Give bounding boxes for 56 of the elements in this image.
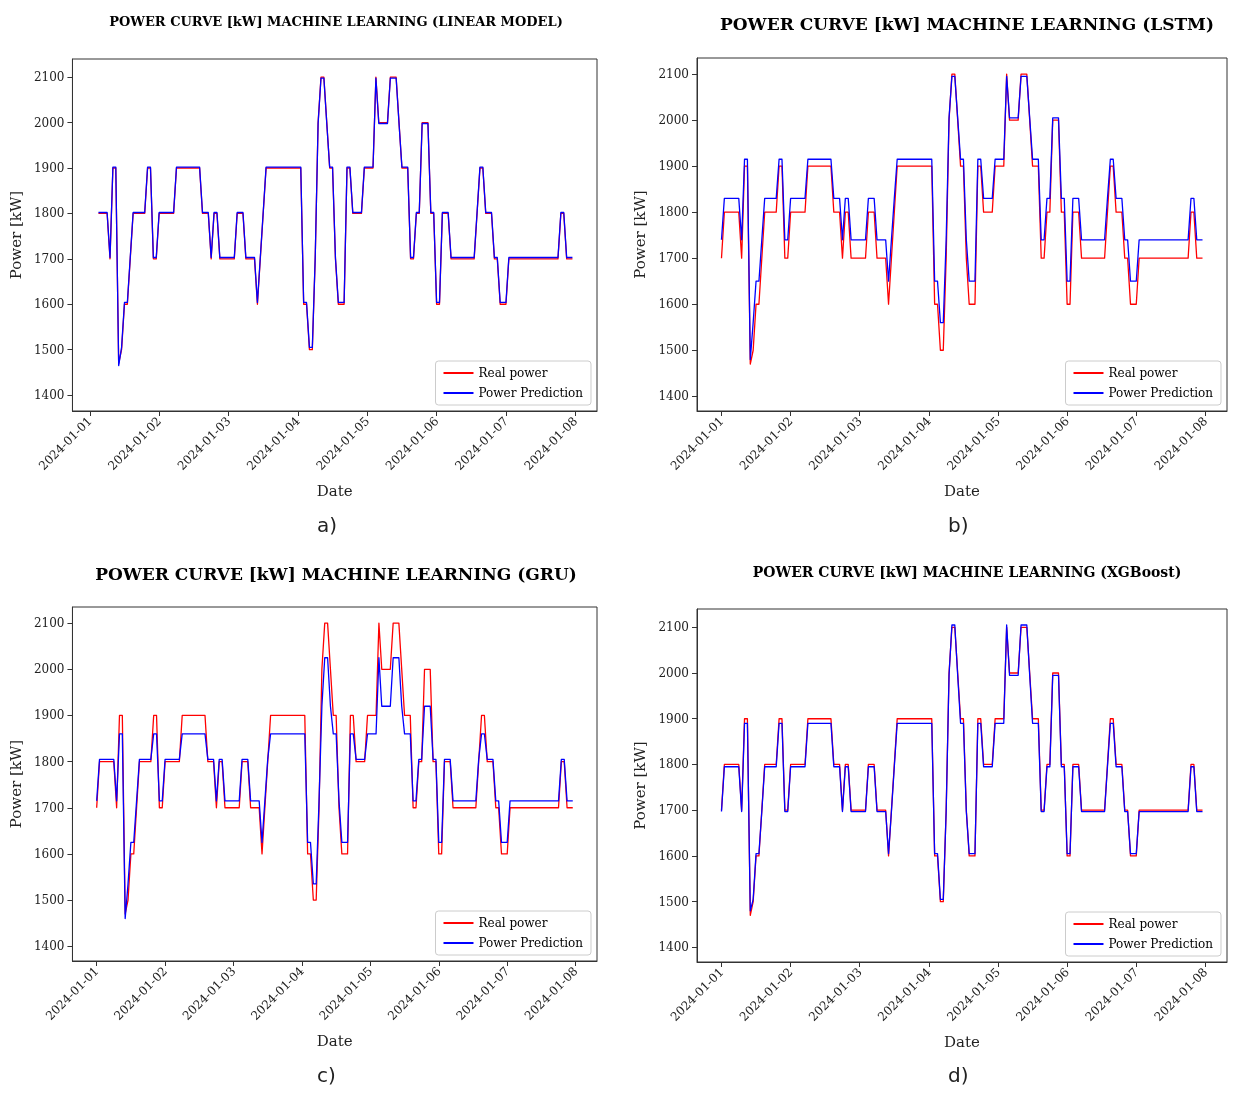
y-tick-label: 1500 [33, 342, 65, 357]
y-tick-label: 1900 [33, 708, 65, 723]
legend-label: Real power [478, 366, 548, 380]
y-tick-label: 1800 [658, 205, 689, 220]
y-tick-label: 1600 [658, 297, 689, 312]
y-tick-label: 2000 [33, 115, 65, 130]
chart-title: POWER CURVE [kW] MACHINE LEARNING (LINEAR MODEL) [109, 14, 563, 29]
legend-label: Power Prediction [1108, 937, 1214, 951]
y-tick-label: 1400 [658, 389, 689, 404]
y-tick-label: 2000 [33, 662, 65, 677]
y-tick-label: 1500 [658, 343, 689, 358]
y-tick-label: 1700 [33, 251, 65, 266]
text: b) [948, 513, 969, 537]
y-axis-title: Power [kW] [6, 739, 25, 829]
legend-label: Power Prediction [478, 386, 584, 400]
legend-label: Real power [478, 916, 548, 930]
y-tick-label: 2100 [658, 67, 689, 82]
y-tick-label: 1900 [658, 711, 689, 726]
y-tick-label: 1500 [658, 894, 689, 909]
y-tick-label: 1600 [658, 848, 689, 863]
y-tick-label: 1700 [658, 251, 689, 266]
y-tick-label: 1400 [33, 388, 65, 403]
chart-title: POWER CURVE [kW] MACHINE LEARNING (XGBoost) [752, 564, 1182, 580]
x-axis-title: Date [316, 481, 353, 500]
text: d) [948, 1063, 969, 1087]
y-tick-label: 1900 [33, 161, 65, 176]
y-tick-label: 1600 [33, 297, 65, 312]
y-tick-label: 2100 [33, 70, 65, 85]
y-tick-label: 1700 [33, 800, 65, 815]
legend-label: Power Prediction [1108, 386, 1214, 400]
legend-label: Power Prediction [478, 936, 584, 950]
y-tick-label: 1800 [658, 757, 689, 772]
y-tick-label: 1800 [33, 206, 65, 221]
text: c) [317, 1063, 336, 1087]
y-tick-label: 1600 [33, 846, 65, 861]
y-axis-title: Power [kW] [631, 741, 650, 830]
y-tick-label: 1400 [33, 939, 65, 954]
y-tick-label: 2000 [658, 666, 689, 681]
chart-title: POWER CURVE [kW] MACHINE LEARNING (LSTM) [720, 13, 1214, 34]
text: a) [317, 513, 338, 537]
x-axis-title: Date [944, 1032, 981, 1051]
y-tick-label: 1400 [658, 940, 689, 955]
y-tick-label: 1900 [658, 159, 689, 174]
y-tick-label: 2000 [658, 113, 689, 128]
x-axis-title: Date [316, 1031, 353, 1050]
y-axis-title: Power [kW] [631, 190, 650, 279]
legend-label: Real power [1108, 366, 1178, 380]
y-tick-label: 1700 [658, 803, 689, 818]
y-tick-label: 1800 [33, 754, 65, 769]
x-axis-title: Date [944, 481, 981, 500]
y-tick-label: 1500 [33, 893, 65, 908]
y-tick-label: 2100 [33, 616, 65, 631]
chart-title: POWER CURVE [kW] MACHINE LEARNING (GRU) [95, 563, 577, 584]
legend-label: Real power [1108, 917, 1178, 931]
y-tick-label: 2100 [658, 620, 689, 635]
y-axis-title: Power [kW] [6, 190, 25, 280]
